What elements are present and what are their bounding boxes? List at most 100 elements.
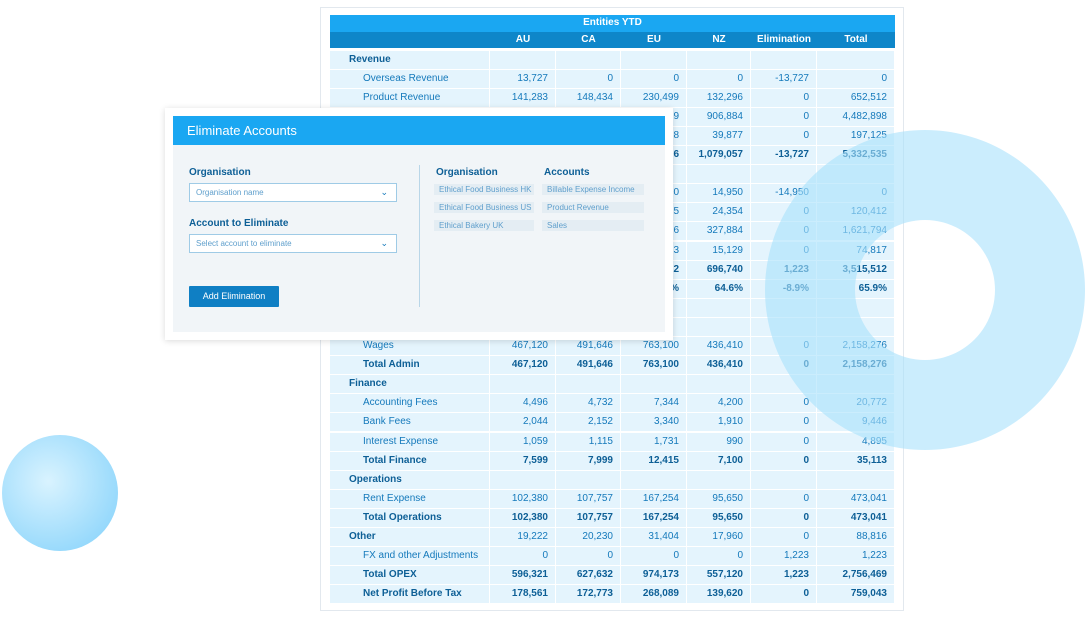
- cell: 4,732: [556, 394, 621, 414]
- cell: 14,950: [687, 184, 751, 204]
- cell: 1,059: [490, 432, 556, 452]
- account-dropdown[interactable]: Select account to eliminate ⌄: [189, 234, 397, 253]
- row-label: Revenue: [330, 50, 490, 70]
- cell: [490, 470, 556, 490]
- cell: 64.6%: [687, 279, 751, 299]
- cell: 20,230: [556, 528, 621, 548]
- cell: 35,113: [817, 451, 895, 471]
- cell: 1,079,057: [687, 146, 751, 166]
- cell: 31,404: [621, 528, 687, 548]
- cell: 24,354: [687, 203, 751, 223]
- row-label: Finance: [330, 375, 490, 395]
- cell: 88,816: [817, 528, 895, 548]
- list-tag: Ethical Bakery UK: [434, 220, 534, 231]
- account-label: Account to Eliminate: [189, 218, 289, 229]
- cell: 906,884: [687, 107, 751, 127]
- account-placeholder: Select account to eliminate: [196, 239, 292, 248]
- cell: 139,620: [687, 585, 751, 605]
- row-label: Wages: [330, 337, 490, 357]
- cell: 696,740: [687, 260, 751, 280]
- cell: 652,512: [817, 88, 895, 108]
- cell: 0: [556, 69, 621, 89]
- list-tag: Ethical Food Business US: [434, 202, 534, 213]
- row-label: Rent Expense: [330, 489, 490, 509]
- cell: 172,773: [556, 585, 621, 605]
- cell: 491,646: [556, 337, 621, 357]
- cell: 0: [687, 69, 751, 89]
- cell: 763,100: [621, 337, 687, 357]
- cell: [687, 165, 751, 185]
- column-header: NZ: [712, 34, 726, 45]
- cell: [621, 375, 687, 395]
- cell: 178,561: [490, 585, 556, 605]
- cell: 759,043: [817, 585, 895, 605]
- cell: 19,222: [490, 528, 556, 548]
- cell: 1,731: [621, 432, 687, 452]
- cell: 17,960: [687, 528, 751, 548]
- add-elimination-button[interactable]: Add Elimination: [189, 286, 279, 307]
- row-label: Operations: [330, 470, 490, 490]
- row-label: Bank Fees: [330, 413, 490, 433]
- column-header: CA: [581, 34, 596, 45]
- row-label: Net Profit Before Tax: [330, 585, 490, 605]
- chevron: ⌄: [380, 187, 388, 197]
- column-header: EU: [647, 34, 661, 45]
- row-label: Interest Expense: [330, 432, 490, 452]
- org-dropdown[interactable]: Organisation name ⌄: [189, 183, 397, 202]
- divider: [419, 165, 420, 307]
- cell: [687, 50, 751, 70]
- list-tag: Sales: [542, 220, 644, 231]
- cell: 167,254: [621, 508, 687, 528]
- cell: 4,496: [490, 394, 556, 414]
- cell: [687, 298, 751, 318]
- cell: 763,100: [621, 356, 687, 376]
- cell: 467,120: [490, 337, 556, 357]
- cell: 1,910: [687, 413, 751, 433]
- cell: 0: [751, 432, 817, 452]
- cell: 0: [751, 413, 817, 433]
- cell: 268,089: [621, 585, 687, 605]
- cell: 12,415: [621, 451, 687, 471]
- row-label: Total Admin: [330, 356, 490, 376]
- cell: 2,756,469: [817, 566, 895, 586]
- modal-body: Organisation Organisation name ⌄ Account …: [173, 145, 665, 332]
- header-bg: [330, 32, 895, 48]
- cell: 15,129: [687, 241, 751, 261]
- cell: 990: [687, 432, 751, 452]
- cell: 132,296: [687, 88, 751, 108]
- cell: [621, 470, 687, 490]
- cell: [687, 470, 751, 490]
- cell: [687, 375, 751, 395]
- list-tag: Billable Expense Income: [542, 184, 644, 195]
- row-label: Product Revenue: [330, 88, 490, 108]
- list-header: Organisation: [436, 167, 498, 178]
- org-placeholder: Organisation name: [196, 188, 264, 197]
- list-tag: Product Revenue: [542, 202, 644, 213]
- cell: [687, 317, 751, 337]
- cell: 0: [817, 69, 895, 89]
- cell: 467,120: [490, 356, 556, 376]
- cell: [751, 470, 817, 490]
- cell: 4,482,898: [817, 107, 895, 127]
- cell: 1,223: [751, 566, 817, 586]
- cell: [490, 50, 556, 70]
- cell: 3,340: [621, 413, 687, 433]
- cell: 4,200: [687, 394, 751, 414]
- column-header: Elimination: [757, 34, 811, 45]
- cell: 95,650: [687, 489, 751, 509]
- modal: Eliminate Accounts Organisation Organisa…: [165, 108, 673, 340]
- cell: 102,380: [490, 508, 556, 528]
- row-label: Total Operations: [330, 508, 490, 528]
- cell: 1,223: [751, 547, 817, 567]
- cell: [817, 470, 895, 490]
- cell: 0: [751, 489, 817, 509]
- cell: 0: [490, 547, 556, 567]
- table-title: Entities YTD: [330, 15, 895, 32]
- cell: -13,727: [751, 146, 817, 166]
- cell: -13,727: [751, 69, 817, 89]
- row-label: Total OPEX: [330, 566, 490, 586]
- list-tag: Ethical Food Business HK: [434, 184, 534, 195]
- cell: [751, 50, 817, 70]
- cell: 167,254: [621, 489, 687, 509]
- cell: 0: [556, 547, 621, 567]
